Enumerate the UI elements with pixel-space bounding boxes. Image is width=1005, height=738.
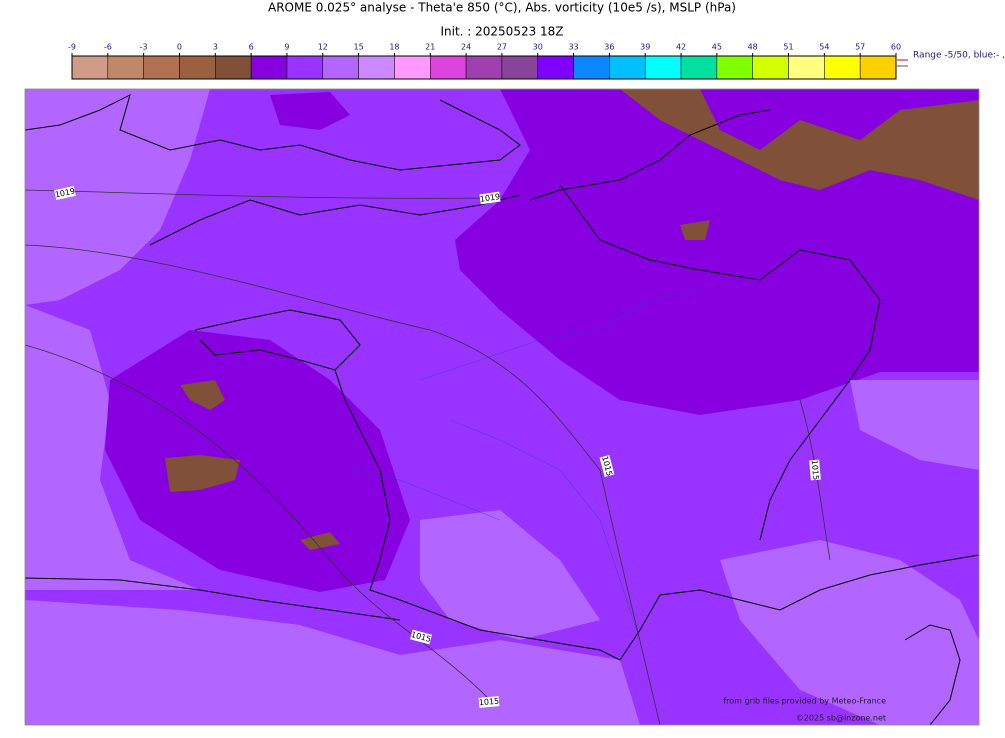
colorbar-tick-label: 0 (177, 43, 182, 52)
colorbar-segment (859, 55, 897, 80)
colorbar-segment (430, 55, 467, 80)
colorbar-tick-label: 60 (891, 43, 901, 52)
isobar-label: 1019 (54, 186, 76, 200)
colorbar-segment (752, 55, 789, 80)
colorbar-segment (680, 55, 718, 80)
isobar-label-text: 1015 (810, 459, 821, 480)
colorbar-segment (537, 55, 574, 80)
field-area (720, 540, 979, 725)
isobar-label-text: 1015 (478, 697, 499, 708)
title: AROME 0.025° analyse - Theta'e 850 (°C),… (268, 1, 736, 15)
colorbar-tick-label: 21 (425, 43, 435, 52)
colorbar-segment (716, 55, 753, 80)
coastline (904, 624, 961, 725)
isobar-label-text: 1019 (54, 186, 76, 199)
field-area (25, 600, 640, 725)
border (559, 184, 881, 541)
colorbar-segment (394, 55, 431, 80)
field-area (680, 220, 710, 240)
colorbar-segment (322, 55, 359, 80)
colorbar-segment (71, 55, 109, 80)
colorbar-tick-label: -9 (68, 43, 76, 52)
colorbar-tick-label: 27 (497, 43, 507, 52)
isobar-label: 1019 (479, 191, 501, 205)
colorbar-tick-label: 51 (783, 43, 793, 52)
field-area (300, 532, 340, 550)
river (419, 289, 701, 381)
colorbar-segment (107, 55, 144, 80)
field-area (180, 380, 225, 410)
colorbar-tick-label: 15 (354, 43, 364, 52)
river (449, 419, 641, 641)
colorbar-tick-label: 45 (712, 43, 722, 52)
colorbar-tick-label: 6 (249, 43, 254, 52)
colorbar-frame (71, 55, 897, 80)
coastline (529, 109, 771, 201)
credit: ©2025 sb@inzone.net (796, 714, 886, 723)
isobar-label-box (809, 459, 821, 481)
colorbar-tick-label: 54 (819, 43, 829, 52)
colorbar-tick-label: 3 (213, 43, 218, 52)
isobar (25, 344, 491, 701)
coastline (479, 554, 979, 661)
isobar-label: 1015 (478, 696, 500, 708)
field-area (25, 89, 210, 305)
colorbar: -9 -6 -3 0 3 6 9 12 15 18 21 24 27 30 33 36 39 42 45 48 51 54… (68, 43, 901, 80)
colorbar-segment (501, 55, 538, 80)
field-area (165, 455, 240, 492)
colorbar-tick-label: -3 (140, 43, 148, 52)
colorbar-tick-label: -6 (104, 43, 112, 52)
isobar (25, 244, 601, 471)
colorbar-tick-label: 42 (676, 43, 686, 52)
colorbar-segment (644, 55, 682, 80)
isobar-label-box (54, 186, 76, 200)
field-area (620, 89, 979, 200)
colorbar-tick-label: 57 (855, 43, 865, 52)
field-area (25, 305, 200, 590)
colorbar-tick-label: 30 (533, 43, 543, 52)
colorbar-segment (609, 55, 646, 80)
colorbar-tick-label: 33 (568, 43, 578, 52)
coastline (194, 309, 361, 371)
credit: from grib files provided by Meteo-France (723, 697, 886, 706)
colorbar-tick-label: 12 (318, 43, 328, 52)
colorbar-tick-label: 39 (640, 43, 650, 52)
field-area (850, 380, 979, 470)
field-area (420, 510, 600, 640)
colorbar-segment (573, 55, 610, 80)
colorbar-segment (788, 55, 825, 80)
map-frame (24, 88, 980, 726)
range-note: Range -5/50, blue:- , r (913, 51, 1005, 61)
isobar-label-text: 1019 (479, 192, 500, 204)
colorbar-tick-label: 48 (748, 43, 758, 52)
colorbar-segment (465, 55, 503, 80)
coastline (25, 94, 521, 171)
colorbar-segment (215, 55, 252, 80)
isobar-label: 1015 (809, 459, 821, 481)
init-time: Init. : 20250523 18Z (440, 25, 563, 39)
colorbar-segment (286, 55, 324, 80)
colorbar-segment (179, 55, 216, 80)
field-area (270, 92, 350, 130)
coastline (334, 369, 481, 631)
colorbar-segment (358, 55, 395, 80)
colorbar-segment (250, 55, 288, 80)
isobar (599, 469, 661, 725)
colorbar-tick-label: 18 (389, 43, 399, 52)
colorbar-tick-label: 36 (604, 43, 614, 52)
river (349, 469, 501, 521)
isobar-label-box (479, 191, 501, 205)
coastline (149, 194, 521, 246)
colorbar-segment (824, 55, 861, 80)
field-area (105, 330, 410, 592)
coastline (25, 577, 401, 621)
colorbar-tick-label: 9 (284, 43, 289, 52)
colorbar-tick-label: 24 (461, 43, 471, 52)
isobar-label-box (478, 696, 500, 708)
colorbar-segment (143, 55, 180, 80)
